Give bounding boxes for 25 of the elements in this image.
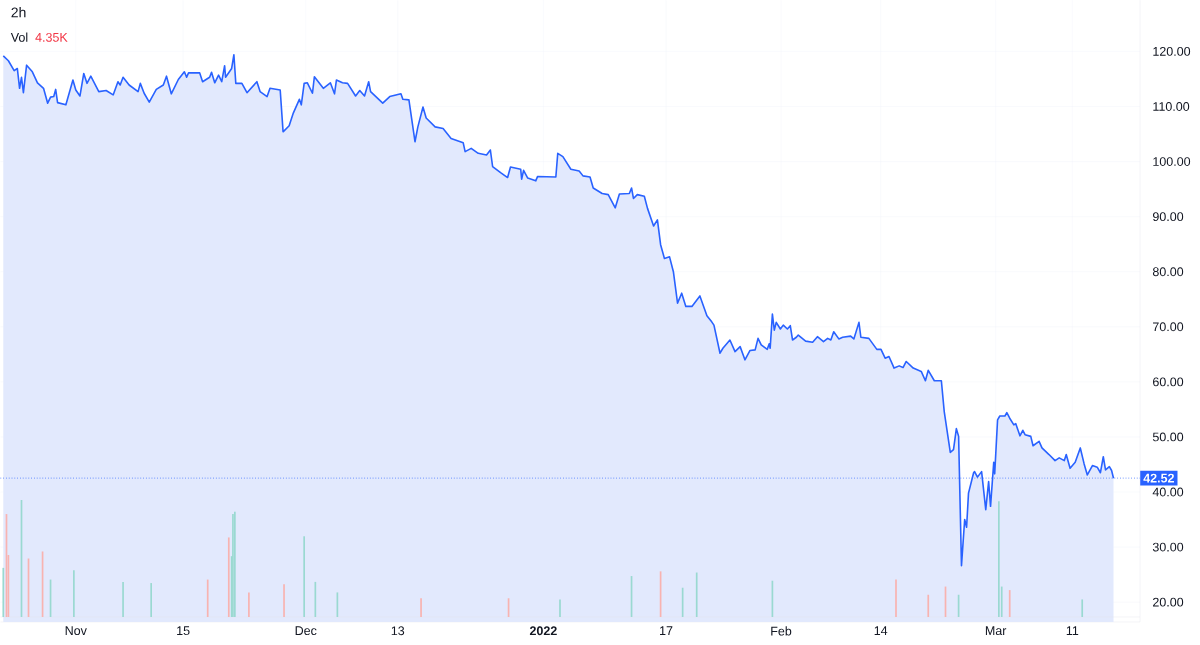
y-tick-label: 70.00	[1153, 322, 1184, 332]
x-tick-label: Dec	[295, 626, 317, 636]
x-tick-label: 2022	[529, 626, 557, 636]
chart-title: 2h	[11, 7, 26, 18]
y-tick-label: 120.00	[1153, 47, 1191, 56]
x-tick-label: 11	[1066, 626, 1079, 635]
y-tick-label: 50.00	[1152, 432, 1184, 442]
x-tick-label: Nov	[65, 626, 87, 636]
y-tick-label: 90.00	[1152, 212, 1184, 222]
x-tick-label: 14	[874, 626, 888, 635]
y-tick-label: 60.00	[1153, 377, 1184, 387]
annotation: Vol	[10, 32, 28, 42]
x-tick-label: 13	[391, 626, 405, 636]
y-tick-label: 20.00	[1153, 597, 1184, 607]
y-tick-label: 80.00	[1152, 267, 1184, 277]
y-tick-label: 100.00	[1153, 157, 1191, 166]
y-tick-label: 110.00	[1153, 102, 1190, 111]
x-tick-label: Feb	[771, 626, 792, 636]
x-tick-label: 15	[177, 626, 190, 636]
y-tick-label: 30.00	[1152, 542, 1184, 552]
x-tick-label: 17	[660, 626, 673, 635]
ref-line-label: 42.52	[1143, 473, 1174, 483]
x-tick-label: Mar	[985, 626, 1007, 636]
annotation: 4.35K	[35, 32, 68, 42]
y-tick-label: 40.00	[1152, 487, 1184, 497]
